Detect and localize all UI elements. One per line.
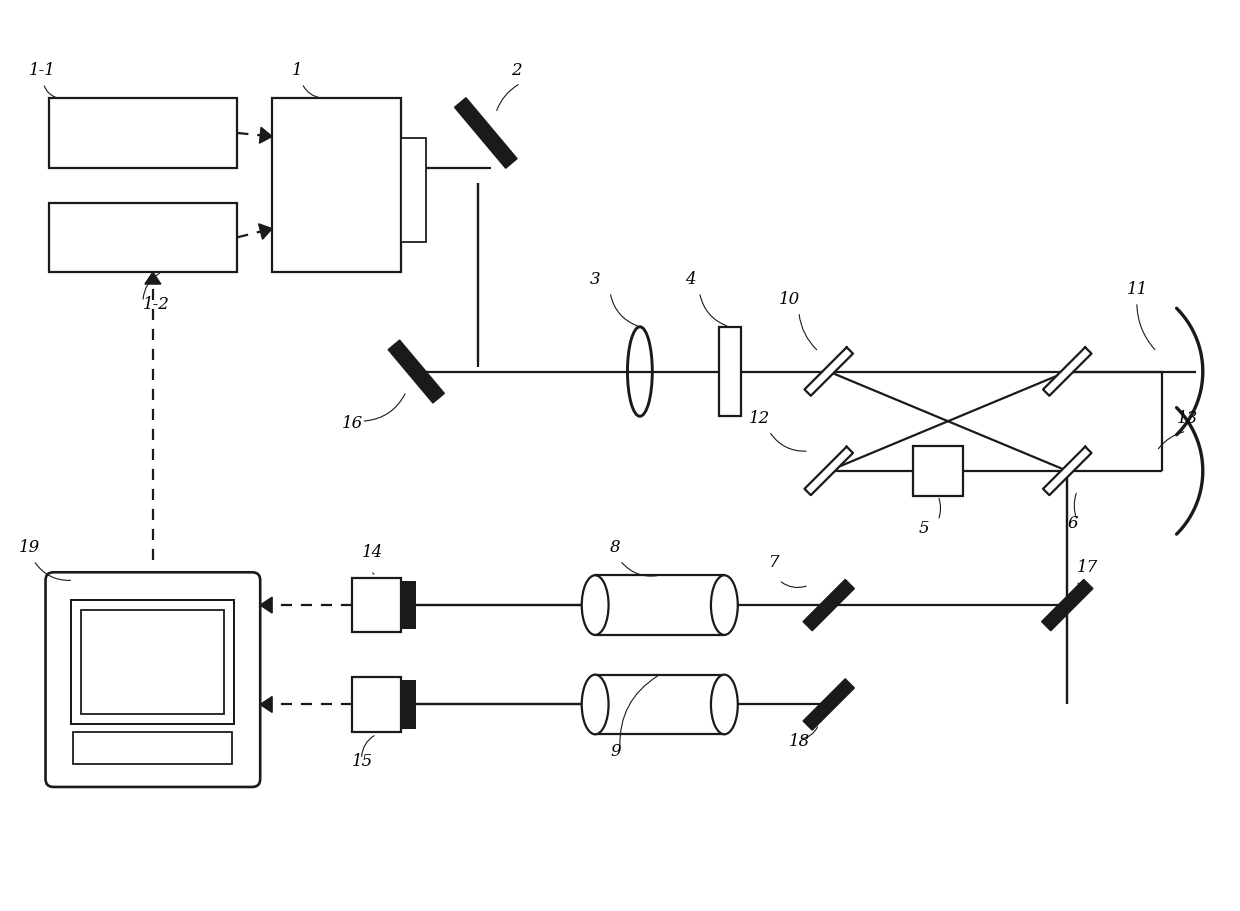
- Bar: [73, 732, 232, 764]
- Polygon shape: [1043, 348, 1091, 396]
- Ellipse shape: [711, 576, 738, 635]
- Bar: [272, 99, 402, 272]
- Polygon shape: [145, 272, 161, 285]
- Bar: [48, 99, 237, 169]
- Polygon shape: [455, 98, 517, 169]
- Text: 15: 15: [352, 752, 373, 769]
- Text: 10: 10: [779, 291, 800, 308]
- Text: 5: 5: [918, 519, 929, 536]
- Bar: [595, 675, 724, 734]
- Text: 14: 14: [362, 544, 383, 561]
- Polygon shape: [805, 348, 853, 396]
- FancyBboxPatch shape: [46, 573, 260, 787]
- Text: 4: 4: [684, 271, 696, 288]
- Polygon shape: [260, 697, 272, 712]
- Polygon shape: [259, 128, 272, 144]
- Bar: [82, 610, 224, 714]
- Text: 11: 11: [1127, 281, 1148, 298]
- Polygon shape: [1042, 579, 1092, 631]
- Text: 1: 1: [291, 62, 303, 79]
- Polygon shape: [804, 679, 854, 731]
- Text: 17: 17: [1078, 558, 1099, 576]
- Polygon shape: [1043, 447, 1091, 496]
- Bar: [352, 678, 402, 732]
- Bar: [595, 576, 724, 635]
- Text: 19: 19: [19, 538, 40, 556]
- Polygon shape: [804, 579, 854, 631]
- Polygon shape: [260, 598, 272, 613]
- Text: 6: 6: [1068, 514, 1078, 531]
- Text: 18: 18: [789, 732, 810, 750]
- Text: 13: 13: [1177, 410, 1198, 426]
- Text: 1-1: 1-1: [29, 62, 56, 79]
- Bar: [402, 138, 427, 243]
- Bar: [402, 581, 417, 630]
- Text: 16: 16: [342, 415, 363, 432]
- Ellipse shape: [582, 675, 609, 734]
- Bar: [352, 578, 402, 633]
- Text: 2: 2: [511, 62, 521, 79]
- Ellipse shape: [582, 576, 609, 635]
- Text: 9: 9: [610, 742, 621, 759]
- Bar: [402, 681, 417, 729]
- Ellipse shape: [711, 675, 738, 734]
- Text: 3: 3: [590, 271, 601, 288]
- Text: 7: 7: [769, 554, 780, 570]
- Text: 12: 12: [749, 410, 770, 426]
- Bar: [719, 327, 742, 416]
- Bar: [913, 446, 963, 496]
- Polygon shape: [805, 447, 853, 496]
- Text: 1-2: 1-2: [143, 295, 170, 312]
- Polygon shape: [259, 225, 272, 240]
- Text: 8: 8: [610, 538, 621, 556]
- Bar: [48, 203, 237, 272]
- Polygon shape: [388, 341, 444, 404]
- Bar: [72, 600, 234, 724]
